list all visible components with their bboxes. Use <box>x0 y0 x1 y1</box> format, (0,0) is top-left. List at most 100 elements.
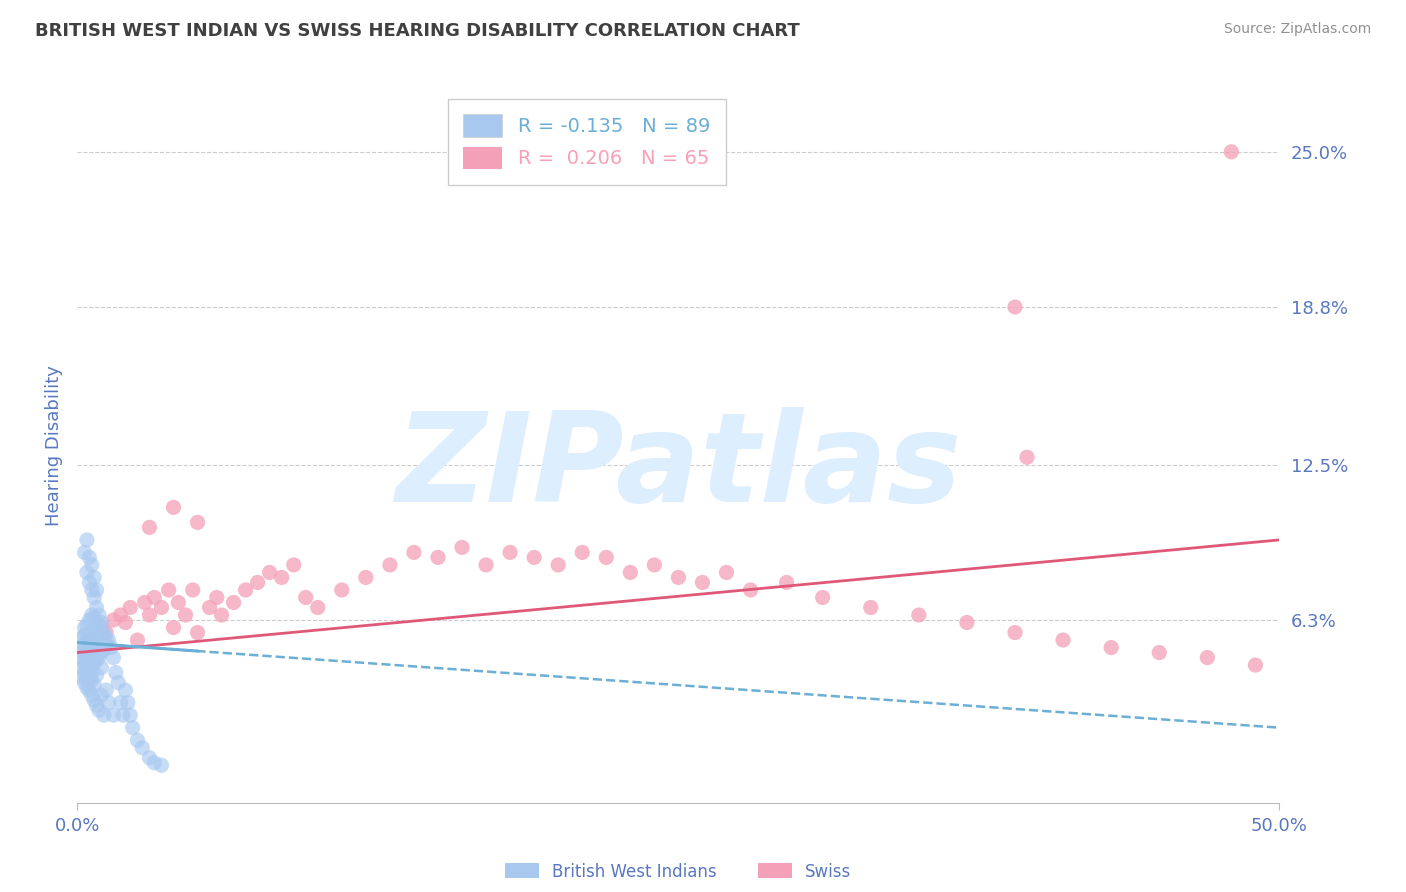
Point <box>90 621 112 635</box>
Point <box>1220 145 1243 159</box>
Point <box>1004 625 1026 640</box>
Point <box>138 520 160 534</box>
Point <box>96 633 118 648</box>
Point <box>86 698 108 713</box>
Point <box>1015 450 1038 465</box>
Point <box>90 688 112 702</box>
Point <box>157 582 180 597</box>
Point <box>97 633 120 648</box>
Point <box>80 607 103 622</box>
Point <box>378 558 401 572</box>
Point <box>294 591 316 605</box>
Point <box>87 618 110 632</box>
Point <box>1197 650 1219 665</box>
Point <box>90 660 112 674</box>
Point <box>134 595 156 609</box>
Point <box>87 650 110 665</box>
Point <box>1244 658 1267 673</box>
Point <box>692 575 714 590</box>
Point <box>181 582 204 597</box>
Point <box>96 625 118 640</box>
Point <box>127 633 149 648</box>
Point <box>80 558 103 572</box>
Point <box>70 660 93 674</box>
Point <box>110 696 132 710</box>
Point <box>76 618 98 632</box>
Point <box>79 683 101 698</box>
Point <box>83 693 105 707</box>
Point <box>121 721 143 735</box>
Point <box>86 635 108 649</box>
Point <box>86 668 108 682</box>
Point <box>79 660 101 674</box>
Point <box>138 607 160 622</box>
Point <box>73 638 96 652</box>
Point <box>547 558 569 572</box>
Point <box>93 708 115 723</box>
Point <box>79 628 101 642</box>
Point <box>523 550 546 565</box>
Point <box>402 545 425 559</box>
Point <box>80 658 103 673</box>
Point <box>76 533 98 547</box>
Point <box>73 628 96 642</box>
Point <box>70 646 93 660</box>
Point <box>100 640 122 655</box>
Point <box>475 558 498 572</box>
Point <box>150 758 173 772</box>
Point <box>83 570 105 584</box>
Point <box>162 500 184 515</box>
Point <box>451 541 474 555</box>
Point <box>93 643 115 657</box>
Point <box>76 648 98 662</box>
Point <box>186 625 209 640</box>
Point <box>87 607 110 622</box>
Point <box>96 638 118 652</box>
Point <box>103 708 125 723</box>
Text: BRITISH WEST INDIAN VS SWISS HEARING DISABILITY CORRELATION CHART: BRITISH WEST INDIAN VS SWISS HEARING DIS… <box>35 22 800 40</box>
Point <box>211 607 233 622</box>
Point <box>668 570 690 584</box>
Point <box>1004 300 1026 314</box>
Point <box>80 673 103 687</box>
Point <box>127 733 149 747</box>
Point <box>859 600 882 615</box>
Point <box>69 640 91 655</box>
Point <box>259 566 281 580</box>
Point <box>571 545 593 559</box>
Point <box>114 615 136 630</box>
Point <box>143 591 166 605</box>
Point <box>120 708 142 723</box>
Point <box>956 615 979 630</box>
Point <box>80 688 103 702</box>
Point <box>69 650 91 665</box>
Point <box>1052 633 1074 648</box>
Point <box>79 613 101 627</box>
Point <box>110 607 132 622</box>
Point <box>138 750 160 764</box>
Point <box>73 665 96 680</box>
Y-axis label: Hearing Disability: Hearing Disability <box>45 366 63 526</box>
Point <box>103 613 125 627</box>
Point <box>1099 640 1122 655</box>
Point <box>174 607 197 622</box>
Point <box>79 550 101 565</box>
Point <box>73 545 96 559</box>
Point <box>1149 646 1171 660</box>
Point <box>79 575 101 590</box>
Point <box>76 566 98 580</box>
Point <box>73 621 96 635</box>
Point <box>186 516 209 530</box>
Point <box>80 625 103 640</box>
Point <box>93 625 115 640</box>
Point <box>76 671 98 685</box>
Point <box>117 696 139 710</box>
Point <box>107 675 129 690</box>
Point <box>595 550 617 565</box>
Point <box>97 696 120 710</box>
Point <box>775 575 797 590</box>
Point <box>716 566 738 580</box>
Point <box>76 653 98 667</box>
Point <box>143 756 166 770</box>
Point <box>79 633 101 648</box>
